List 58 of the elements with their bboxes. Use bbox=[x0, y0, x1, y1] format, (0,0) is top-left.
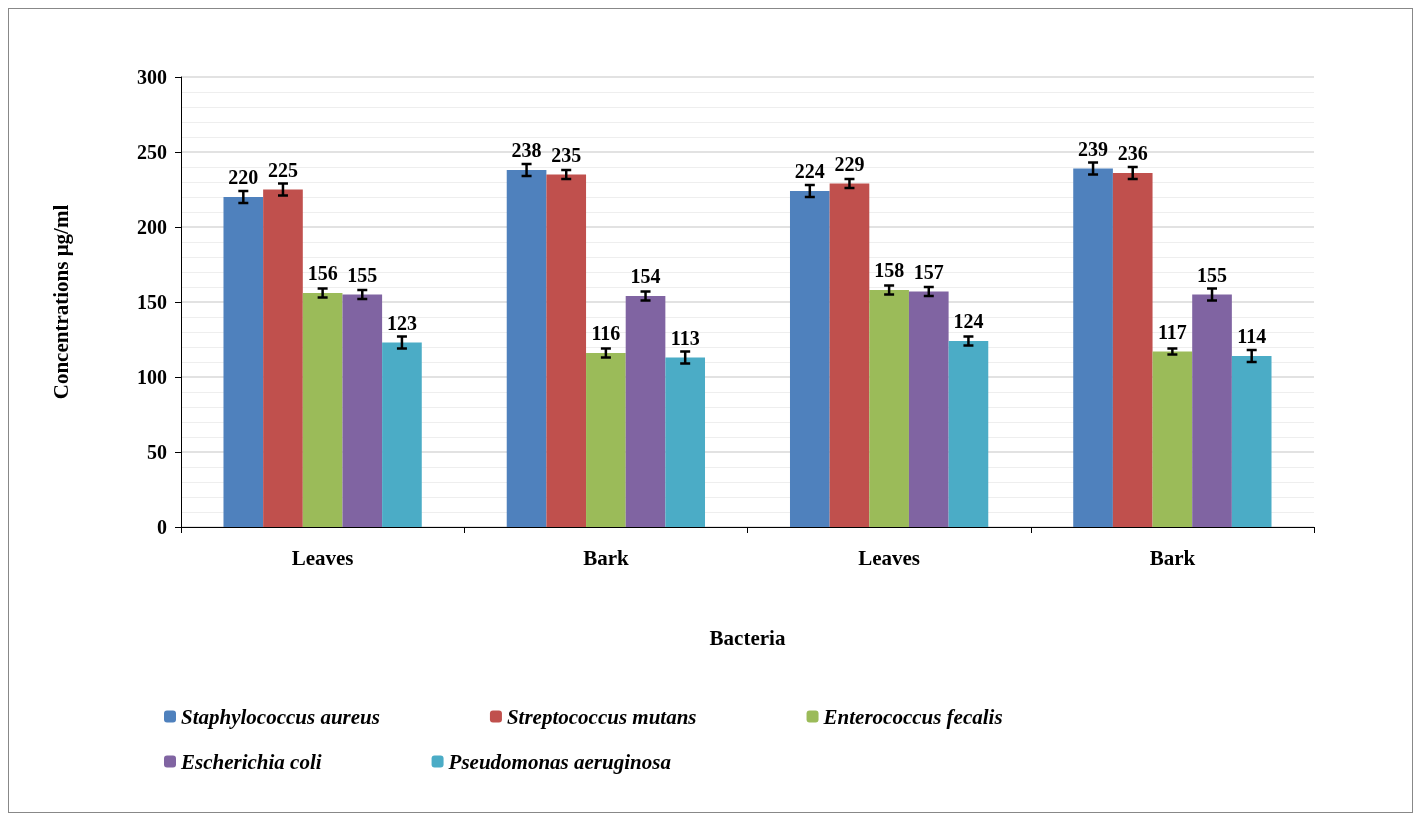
data-label: 239 bbox=[1078, 137, 1109, 160]
data-label: 124 bbox=[953, 310, 984, 332]
data-label: 114 bbox=[1237, 325, 1267, 347]
data-label: 236 bbox=[1117, 142, 1148, 164]
x-tick-label: Leaves bbox=[291, 545, 354, 570]
data-label: 157 bbox=[913, 260, 944, 283]
x-tick-label: Bark bbox=[1149, 545, 1196, 570]
bar bbox=[546, 174, 587, 527]
data-label: 154 bbox=[630, 265, 661, 287]
x-axis-title: Bacteria bbox=[709, 625, 786, 650]
bar bbox=[223, 197, 264, 527]
legend-label: Staphylococcus aureus bbox=[181, 704, 380, 729]
bar bbox=[263, 189, 303, 527]
data-label: 238 bbox=[511, 139, 542, 161]
data-label: 158 bbox=[874, 259, 905, 281]
y-tick-label: 100 bbox=[137, 366, 167, 388]
legend-label: Enterococcus fecalis bbox=[822, 704, 1003, 729]
y-tick-label: 50 bbox=[147, 441, 167, 463]
x-tick-label: Leaves bbox=[858, 545, 921, 570]
bar bbox=[1231, 356, 1272, 527]
bar bbox=[302, 293, 343, 527]
bar bbox=[625, 296, 666, 527]
data-label: 117 bbox=[1157, 320, 1187, 343]
bar bbox=[829, 183, 870, 527]
bar bbox=[908, 291, 949, 527]
data-label: 155 bbox=[347, 263, 378, 286]
y-tick-label: 250 bbox=[137, 141, 167, 163]
bar bbox=[382, 342, 422, 527]
y-tick-label: 150 bbox=[137, 291, 167, 313]
data-label: 220 bbox=[228, 166, 259, 188]
bar bbox=[1073, 168, 1113, 527]
data-label: 229 bbox=[834, 152, 865, 175]
bar bbox=[869, 290, 909, 527]
bar bbox=[1192, 294, 1232, 527]
y-tick-label: 200 bbox=[137, 216, 167, 238]
bar bbox=[1152, 351, 1193, 527]
bar bbox=[948, 341, 989, 527]
legend-label: Escherichia coli bbox=[180, 749, 322, 774]
data-label: 116 bbox=[591, 322, 621, 344]
data-label: 155 bbox=[1197, 263, 1228, 286]
data-label: 113 bbox=[670, 326, 700, 349]
bar bbox=[586, 353, 626, 527]
y-axis-title: Concentrations μg/ml bbox=[48, 204, 73, 400]
y-tick-label: 300 bbox=[137, 66, 167, 88]
bar bbox=[1112, 173, 1153, 527]
data-label: 123 bbox=[386, 311, 417, 334]
legend-label: Streptococcus mutans bbox=[506, 704, 697, 729]
bar bbox=[342, 294, 383, 527]
data-label: 224 bbox=[794, 160, 825, 182]
bar bbox=[506, 170, 547, 527]
bar bbox=[789, 191, 830, 527]
data-label: 156 bbox=[307, 262, 338, 284]
data-label: 225 bbox=[267, 158, 298, 181]
legend-label: Pseudomonas aeruginosa bbox=[447, 749, 671, 774]
x-tick-label: Bark bbox=[583, 545, 629, 570]
bar bbox=[665, 357, 706, 527]
y-tick-label: 0 bbox=[157, 516, 167, 538]
data-label: 235 bbox=[551, 143, 582, 166]
